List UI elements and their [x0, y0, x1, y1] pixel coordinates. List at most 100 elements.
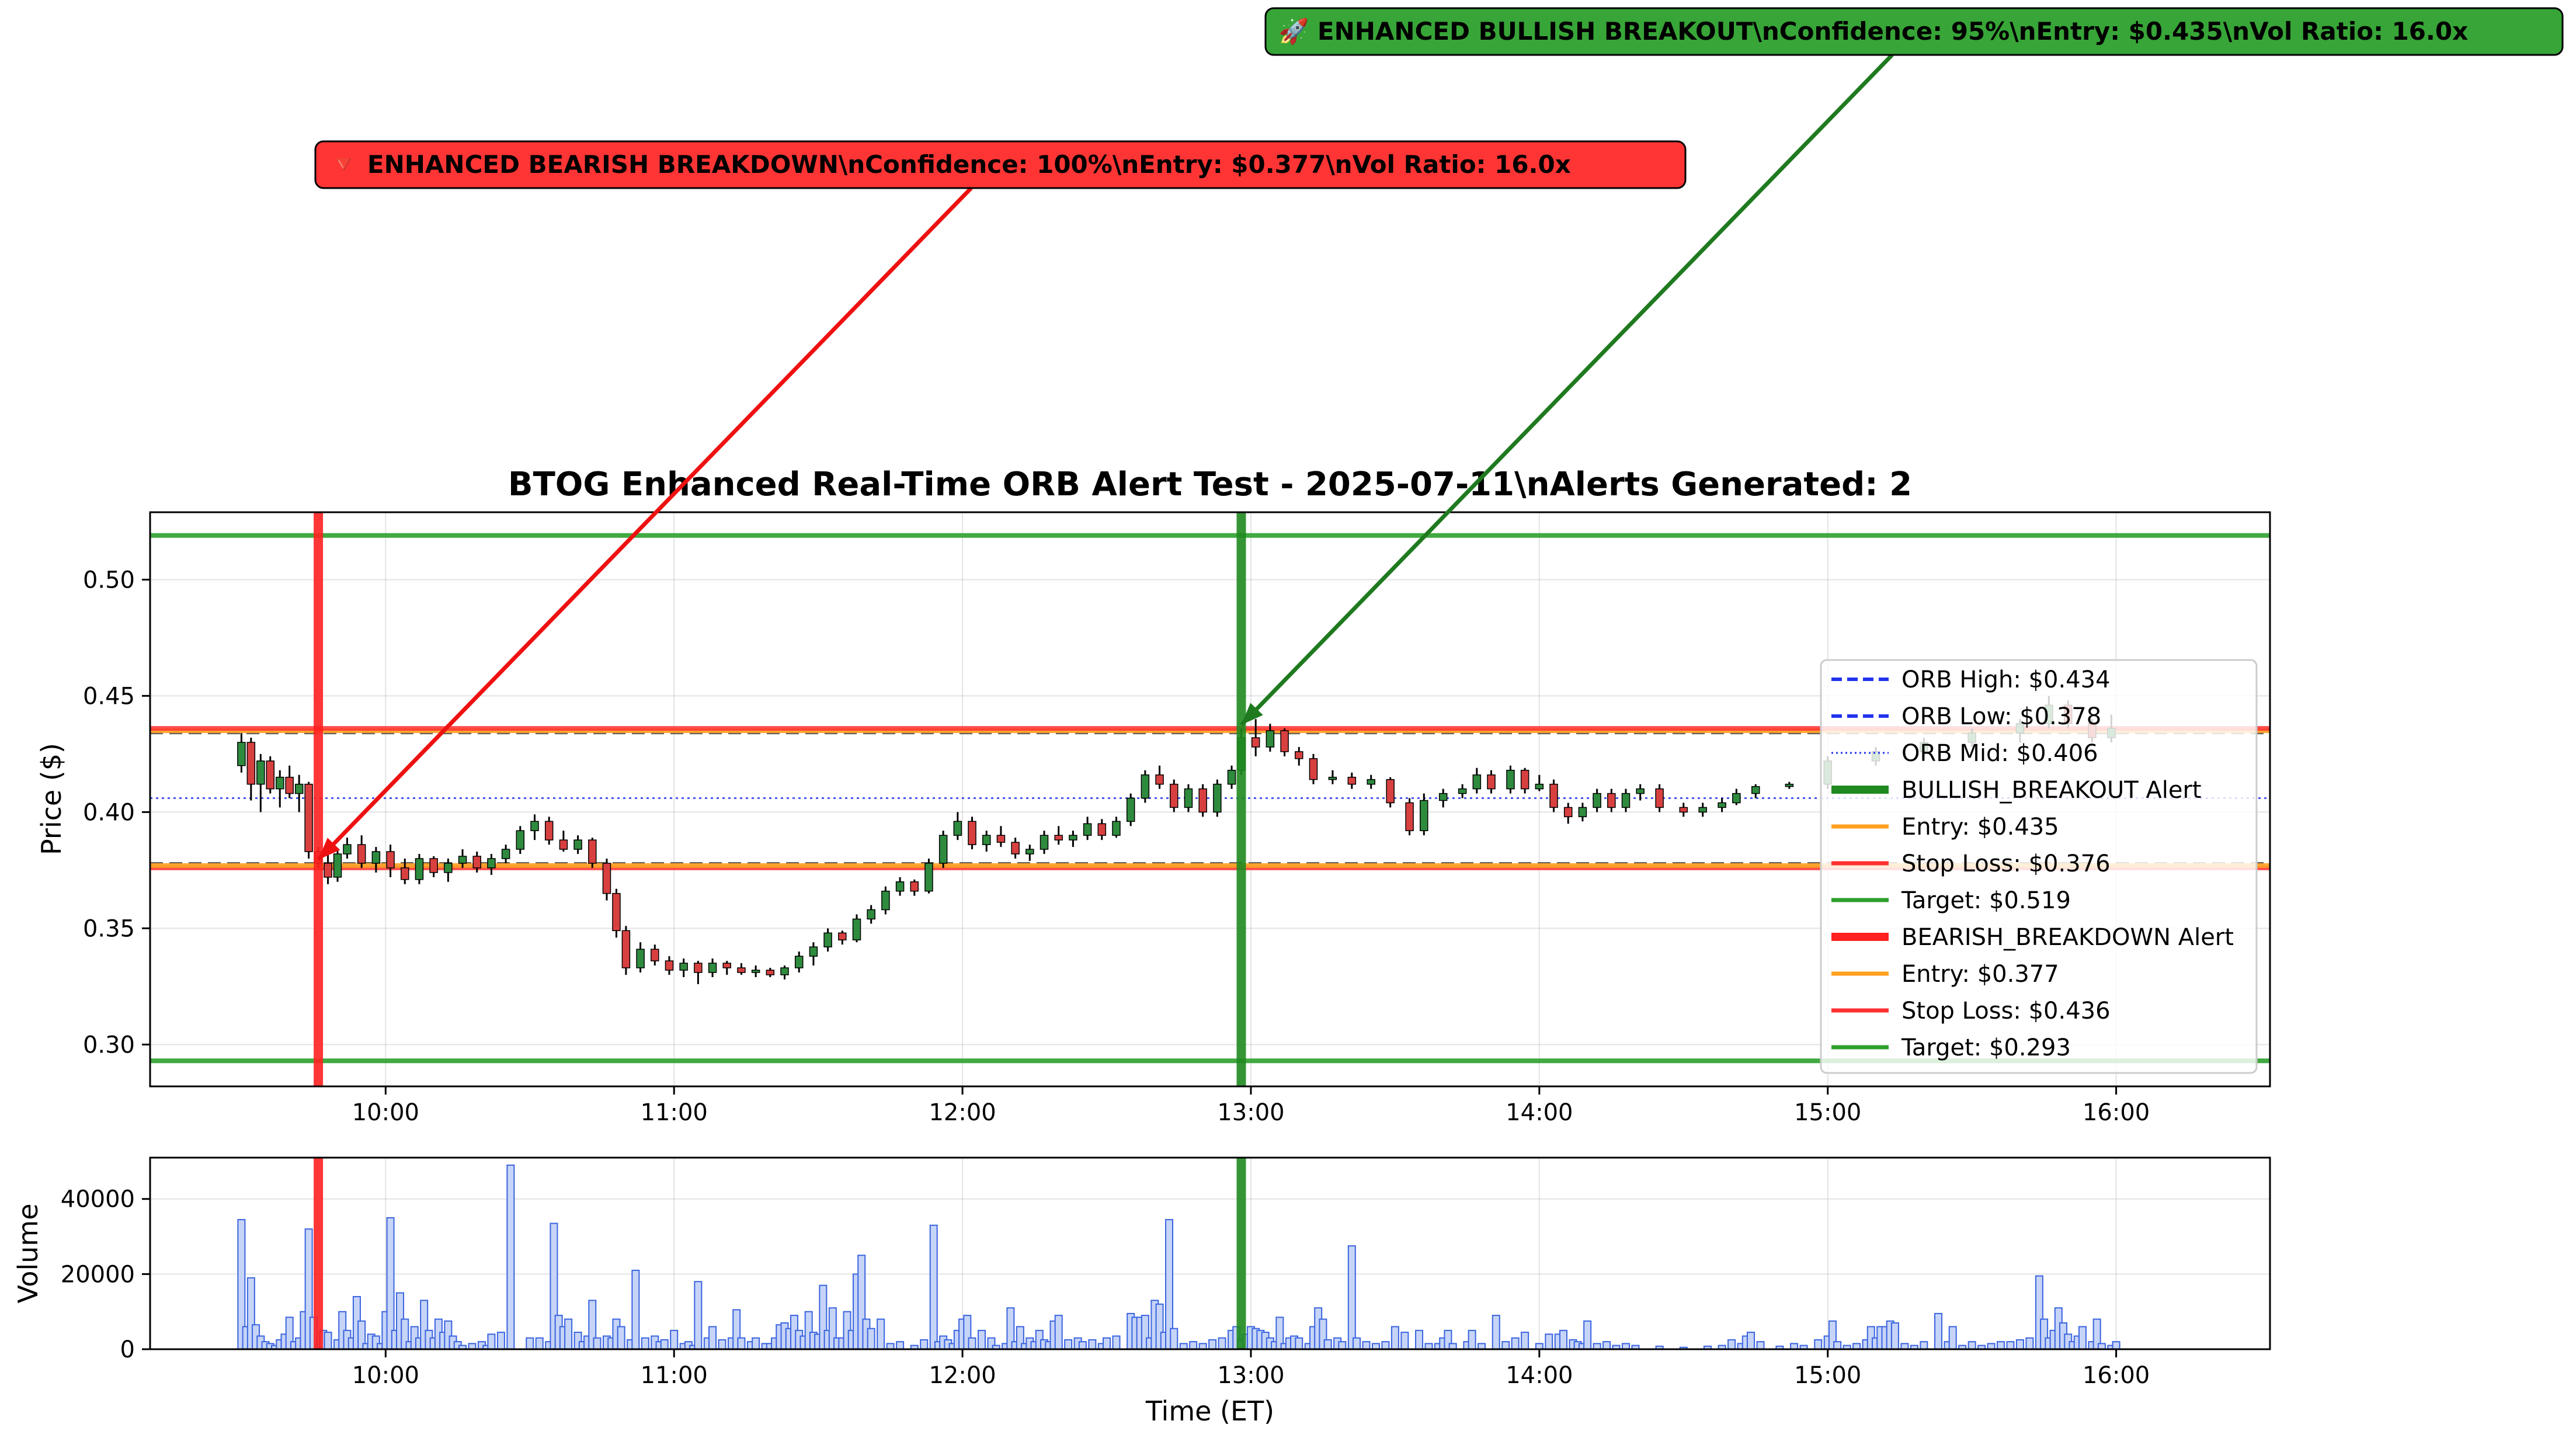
volume-bar — [1492, 1315, 1500, 1349]
volume-bar — [1852, 1343, 1861, 1349]
volume-x-tick-label: 13:00 — [1217, 1362, 1284, 1389]
volume-bar — [1112, 1335, 1121, 1349]
volume-bar — [1622, 1343, 1631, 1349]
candle-body — [602, 863, 611, 894]
candle-body — [1213, 783, 1222, 813]
candle-body — [1593, 793, 1601, 808]
candle-body — [1347, 776, 1357, 785]
volume-bar — [2092, 1318, 2101, 1349]
candle-body — [429, 858, 438, 873]
candle-body — [1420, 800, 1428, 831]
volume-x-tick-label: 12:00 — [929, 1362, 996, 1389]
candle-body — [1328, 776, 1337, 780]
volume-bar — [1593, 1343, 1601, 1349]
volume-bar — [1170, 1328, 1179, 1349]
volume-bar — [1703, 1345, 1712, 1349]
price-y-tick-label: 0.35 — [83, 915, 135, 942]
candle-body — [838, 932, 847, 941]
legend-item-label: ORB Mid: $0.406 — [1901, 740, 2098, 767]
candle-body — [780, 967, 789, 975]
volume-bar — [978, 1329, 986, 1349]
candle-body — [1458, 788, 1467, 794]
candle-body — [1097, 823, 1107, 836]
candle-body — [809, 946, 818, 957]
volume-bar — [1371, 1343, 1380, 1349]
price-y-tick-label: 0.40 — [83, 799, 135, 826]
candle-body — [1520, 770, 1529, 790]
candle-body — [1280, 730, 1289, 752]
volume-bar — [1934, 1312, 1943, 1349]
volume-bar — [1775, 1345, 1784, 1349]
candle-body — [1438, 793, 1448, 801]
price-x-tick-label: 13:00 — [1217, 1099, 1284, 1126]
candle-body — [472, 856, 481, 869]
volume-bar — [631, 1269, 640, 1349]
candle-body — [386, 851, 395, 869]
candle-body — [895, 881, 905, 892]
legend-item-label: BEARISH_BREAKDOWN Alert — [1901, 924, 2234, 951]
legend-item-label: ORB Low: $0.378 — [1901, 703, 2101, 730]
candle-body — [1655, 788, 1664, 808]
volume-x-tick-label: 15:00 — [1794, 1362, 1861, 1389]
volume-bar — [468, 1343, 477, 1349]
volume-x-tick-label: 16:00 — [2083, 1362, 2150, 1389]
legend-item-label: Stop Loss: $0.376 — [1901, 850, 2111, 877]
candle-body — [938, 835, 948, 864]
volume-bar — [1900, 1343, 1909, 1349]
volume-bar — [641, 1337, 649, 1349]
annotation-text: 🔻 ENHANCED BEARISH BREAKDOWN\nConfidence… — [328, 150, 1571, 179]
candle-body — [246, 742, 256, 785]
candle-body — [1227, 770, 1236, 785]
volume-bar — [1400, 1332, 1409, 1349]
price-chart-title: BTOG Enhanced Real-Time ORB Alert Test -… — [508, 466, 1912, 503]
volume-bar — [1747, 1332, 1755, 1349]
volume-bar — [1078, 1341, 1087, 1349]
candle-body — [256, 760, 265, 785]
candle-body — [1069, 835, 1077, 840]
candle-body — [766, 970, 775, 975]
volume-bar — [1381, 1341, 1390, 1349]
volume-bar — [237, 1219, 246, 1349]
volume-bar — [752, 1337, 760, 1349]
volume-bar — [1323, 1339, 1332, 1349]
volume-bar — [1424, 1343, 1433, 1349]
candle-body — [665, 960, 674, 971]
volume-bar — [1521, 1332, 1529, 1349]
price-plot-frame — [149, 511, 2271, 1088]
volume-bar — [1583, 1320, 1592, 1349]
legend-item-label: Target: $0.519 — [1901, 887, 2071, 914]
annotation-text: 🚀 ENHANCED BULLISH BREAKOUT\nConfidence:… — [1278, 17, 2468, 46]
price-x-tick-label: 14:00 — [1506, 1099, 1573, 1126]
price-alert-markers — [314, 512, 1246, 1086]
volume-bar — [564, 1318, 573, 1349]
volume-y-tick-label: 0 — [120, 1336, 135, 1363]
candle-body — [501, 849, 510, 859]
candle-body — [516, 830, 525, 850]
candle-body — [1309, 758, 1318, 780]
volume-bar — [1347, 1245, 1356, 1349]
price-y-tick-label: 0.30 — [83, 1031, 135, 1058]
legend-item-label: ORB High: $0.434 — [1901, 666, 2111, 693]
volume-bar — [1948, 1326, 1957, 1349]
volume-bar — [2025, 1337, 2034, 1349]
volume-bar — [867, 1328, 875, 1349]
candle-body — [1251, 737, 1260, 748]
candle-body — [1506, 770, 1515, 790]
volume-bars — [237, 1164, 2120, 1349]
volume-bar — [2112, 1341, 2120, 1349]
candle-body — [324, 863, 332, 878]
candle-body — [982, 835, 991, 845]
candle-body — [285, 776, 294, 794]
volume-bar — [506, 1164, 515, 1349]
candle-body — [679, 963, 688, 971]
annotation-arrow-line — [1239, 53, 1894, 727]
volume-bar — [708, 1326, 717, 1349]
candle-body — [1141, 774, 1150, 799]
volume-x-tick-label: 10:00 — [352, 1362, 419, 1389]
volume-x-tick-label: 14:00 — [1506, 1362, 1573, 1389]
candle-body — [651, 949, 659, 961]
candle-body — [371, 851, 381, 864]
candle-body — [1535, 783, 1544, 790]
candle-body — [1679, 807, 1688, 813]
candle-body — [708, 963, 717, 973]
